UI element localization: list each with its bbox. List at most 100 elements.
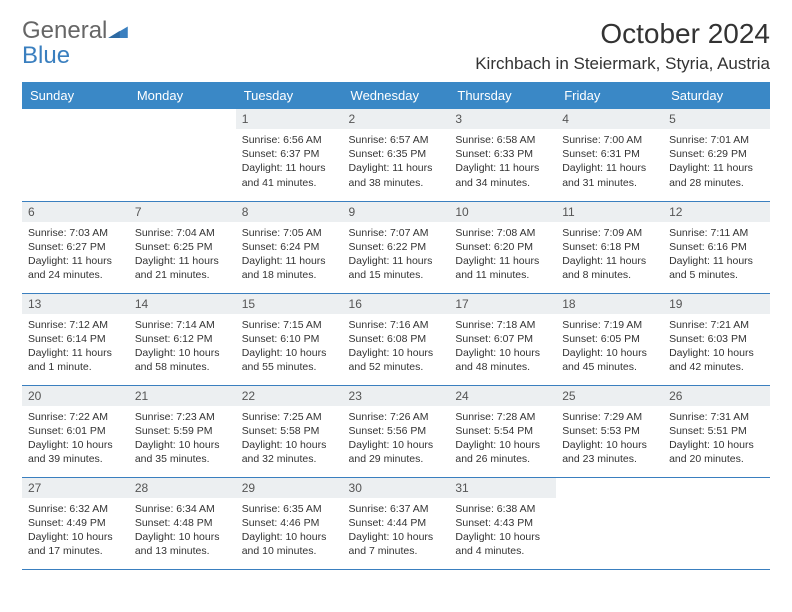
day-details: Sunrise: 6:32 AMSunset: 4:49 PMDaylight:…	[22, 498, 129, 563]
day-number: 31	[449, 478, 556, 498]
day-number: 25	[556, 386, 663, 406]
day-number: 15	[236, 294, 343, 314]
day-number: 7	[129, 202, 236, 222]
calendar-day-cell: 4Sunrise: 7:00 AMSunset: 6:31 PMDaylight…	[556, 109, 663, 201]
calendar-empty-cell	[663, 477, 770, 569]
calendar-day-cell: 6Sunrise: 7:03 AMSunset: 6:27 PMDaylight…	[22, 201, 129, 293]
day-number: 4	[556, 109, 663, 129]
day-number: 11	[556, 202, 663, 222]
day-number: 16	[343, 294, 450, 314]
calendar-day-cell: 2Sunrise: 6:57 AMSunset: 6:35 PMDaylight…	[343, 109, 450, 201]
day-details: Sunrise: 6:34 AMSunset: 4:48 PMDaylight:…	[129, 498, 236, 563]
calendar-day-cell: 26Sunrise: 7:31 AMSunset: 5:51 PMDayligh…	[663, 385, 770, 477]
calendar-day-cell: 12Sunrise: 7:11 AMSunset: 6:16 PMDayligh…	[663, 201, 770, 293]
calendar-head: SundayMondayTuesdayWednesdayThursdayFrid…	[22, 82, 770, 109]
day-details: Sunrise: 7:16 AMSunset: 6:08 PMDaylight:…	[343, 314, 450, 379]
day-details: Sunrise: 7:15 AMSunset: 6:10 PMDaylight:…	[236, 314, 343, 379]
day-details: Sunrise: 6:35 AMSunset: 4:46 PMDaylight:…	[236, 498, 343, 563]
calendar-day-cell: 23Sunrise: 7:26 AMSunset: 5:56 PMDayligh…	[343, 385, 450, 477]
calendar-day-cell: 9Sunrise: 7:07 AMSunset: 6:22 PMDaylight…	[343, 201, 450, 293]
calendar-day-cell: 16Sunrise: 7:16 AMSunset: 6:08 PMDayligh…	[343, 293, 450, 385]
calendar-week-row: 27Sunrise: 6:32 AMSunset: 4:49 PMDayligh…	[22, 477, 770, 569]
day-details: Sunrise: 7:11 AMSunset: 6:16 PMDaylight:…	[663, 222, 770, 287]
day-details: Sunrise: 7:01 AMSunset: 6:29 PMDaylight:…	[663, 129, 770, 194]
calendar-day-cell: 19Sunrise: 7:21 AMSunset: 6:03 PMDayligh…	[663, 293, 770, 385]
day-number: 24	[449, 386, 556, 406]
day-number: 27	[22, 478, 129, 498]
calendar-day-cell: 18Sunrise: 7:19 AMSunset: 6:05 PMDayligh…	[556, 293, 663, 385]
weekday-header: Thursday	[449, 82, 556, 109]
calendar-day-cell: 22Sunrise: 7:25 AMSunset: 5:58 PMDayligh…	[236, 385, 343, 477]
day-number: 19	[663, 294, 770, 314]
calendar-table: SundayMondayTuesdayWednesdayThursdayFrid…	[22, 82, 770, 570]
calendar-day-cell: 17Sunrise: 7:18 AMSunset: 6:07 PMDayligh…	[449, 293, 556, 385]
day-details: Sunrise: 7:23 AMSunset: 5:59 PMDaylight:…	[129, 406, 236, 471]
day-number: 1	[236, 109, 343, 129]
calendar-day-cell: 24Sunrise: 7:28 AMSunset: 5:54 PMDayligh…	[449, 385, 556, 477]
calendar-day-cell: 8Sunrise: 7:05 AMSunset: 6:24 PMDaylight…	[236, 201, 343, 293]
day-details: Sunrise: 7:08 AMSunset: 6:20 PMDaylight:…	[449, 222, 556, 287]
day-number: 29	[236, 478, 343, 498]
day-number: 21	[129, 386, 236, 406]
calendar-day-cell: 5Sunrise: 7:01 AMSunset: 6:29 PMDaylight…	[663, 109, 770, 201]
calendar-day-cell: 13Sunrise: 7:12 AMSunset: 6:14 PMDayligh…	[22, 293, 129, 385]
day-details: Sunrise: 6:57 AMSunset: 6:35 PMDaylight:…	[343, 129, 450, 194]
day-number: 30	[343, 478, 450, 498]
day-number: 3	[449, 109, 556, 129]
weekday-header: Monday	[129, 82, 236, 109]
day-number: 12	[663, 202, 770, 222]
day-number: 2	[343, 109, 450, 129]
calendar-day-cell: 15Sunrise: 7:15 AMSunset: 6:10 PMDayligh…	[236, 293, 343, 385]
day-details: Sunrise: 7:31 AMSunset: 5:51 PMDaylight:…	[663, 406, 770, 471]
logo: GeneralBlue	[22, 18, 128, 68]
day-details: Sunrise: 6:58 AMSunset: 6:33 PMDaylight:…	[449, 129, 556, 194]
calendar-day-cell: 7Sunrise: 7:04 AMSunset: 6:25 PMDaylight…	[129, 201, 236, 293]
day-number: 28	[129, 478, 236, 498]
calendar-day-cell: 29Sunrise: 6:35 AMSunset: 4:46 PMDayligh…	[236, 477, 343, 569]
weekday-header: Tuesday	[236, 82, 343, 109]
day-number: 18	[556, 294, 663, 314]
calendar-week-row: 6Sunrise: 7:03 AMSunset: 6:27 PMDaylight…	[22, 201, 770, 293]
day-number: 14	[129, 294, 236, 314]
calendar-day-cell: 30Sunrise: 6:37 AMSunset: 4:44 PMDayligh…	[343, 477, 450, 569]
calendar-empty-cell	[22, 109, 129, 201]
calendar-day-cell: 11Sunrise: 7:09 AMSunset: 6:18 PMDayligh…	[556, 201, 663, 293]
calendar-day-cell: 14Sunrise: 7:14 AMSunset: 6:12 PMDayligh…	[129, 293, 236, 385]
day-details: Sunrise: 6:38 AMSunset: 4:43 PMDaylight:…	[449, 498, 556, 563]
day-details: Sunrise: 7:09 AMSunset: 6:18 PMDaylight:…	[556, 222, 663, 287]
day-details: Sunrise: 7:18 AMSunset: 6:07 PMDaylight:…	[449, 314, 556, 379]
day-details: Sunrise: 7:14 AMSunset: 6:12 PMDaylight:…	[129, 314, 236, 379]
location: Kirchbach in Steiermark, Styria, Austria	[475, 54, 770, 74]
calendar-day-cell: 21Sunrise: 7:23 AMSunset: 5:59 PMDayligh…	[129, 385, 236, 477]
calendar-body: 1Sunrise: 6:56 AMSunset: 6:37 PMDaylight…	[22, 109, 770, 569]
day-details: Sunrise: 6:56 AMSunset: 6:37 PMDaylight:…	[236, 129, 343, 194]
day-number: 26	[663, 386, 770, 406]
calendar-day-cell: 27Sunrise: 6:32 AMSunset: 4:49 PMDayligh…	[22, 477, 129, 569]
weekday-header: Friday	[556, 82, 663, 109]
calendar-empty-cell	[129, 109, 236, 201]
day-details: Sunrise: 7:29 AMSunset: 5:53 PMDaylight:…	[556, 406, 663, 471]
weekday-header: Wednesday	[343, 82, 450, 109]
day-number: 9	[343, 202, 450, 222]
logo-text-general: General	[22, 17, 107, 44]
day-number: 13	[22, 294, 129, 314]
calendar-day-cell: 20Sunrise: 7:22 AMSunset: 6:01 PMDayligh…	[22, 385, 129, 477]
day-details: Sunrise: 7:21 AMSunset: 6:03 PMDaylight:…	[663, 314, 770, 379]
logo-text-blue: Blue	[22, 42, 70, 69]
calendar-day-cell: 1Sunrise: 6:56 AMSunset: 6:37 PMDaylight…	[236, 109, 343, 201]
day-details: Sunrise: 7:12 AMSunset: 6:14 PMDaylight:…	[22, 314, 129, 379]
day-number: 8	[236, 202, 343, 222]
calendar-day-cell: 28Sunrise: 6:34 AMSunset: 4:48 PMDayligh…	[129, 477, 236, 569]
calendar-day-cell: 10Sunrise: 7:08 AMSunset: 6:20 PMDayligh…	[449, 201, 556, 293]
calendar-week-row: 13Sunrise: 7:12 AMSunset: 6:14 PMDayligh…	[22, 293, 770, 385]
day-number: 10	[449, 202, 556, 222]
page-header: GeneralBlue October 2024 Kirchbach in St…	[22, 18, 770, 74]
calendar-day-cell: 25Sunrise: 7:29 AMSunset: 5:53 PMDayligh…	[556, 385, 663, 477]
weekday-header: Saturday	[663, 82, 770, 109]
day-number: 6	[22, 202, 129, 222]
day-details: Sunrise: 7:05 AMSunset: 6:24 PMDaylight:…	[236, 222, 343, 287]
day-number: 20	[22, 386, 129, 406]
day-details: Sunrise: 6:37 AMSunset: 4:44 PMDaylight:…	[343, 498, 450, 563]
calendar-day-cell: 3Sunrise: 6:58 AMSunset: 6:33 PMDaylight…	[449, 109, 556, 201]
day-number: 17	[449, 294, 556, 314]
